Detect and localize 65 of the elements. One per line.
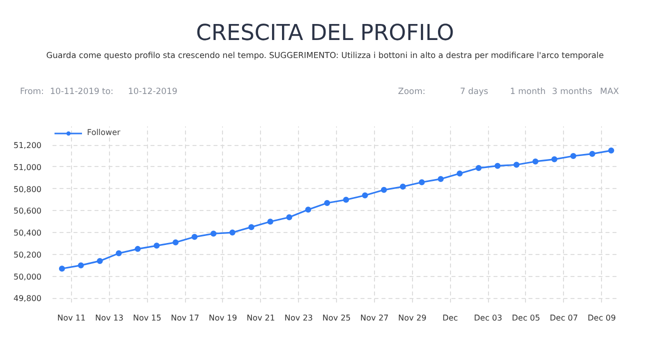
x-tick-label: Dec 03	[474, 314, 502, 322]
x-tick-label: Nov 25	[322, 314, 351, 322]
x-tick-label: Dec 07	[550, 314, 578, 322]
y-tick-label: 51,000	[14, 162, 42, 172]
chart-title: CRESCITA DEL PROFILO	[194, 20, 456, 48]
point	[172, 239, 179, 246]
x-tick-label: Dec	[442, 314, 458, 322]
point	[532, 158, 538, 164]
point	[438, 176, 444, 182]
point	[286, 214, 292, 220]
point	[400, 184, 406, 190]
x-tick-label: Dec 05	[512, 314, 540, 322]
text: 1 month	[510, 86, 546, 98]
y-tick-label: 50,600	[14, 206, 42, 216]
point	[380, 186, 387, 193]
point	[96, 258, 103, 264]
text: 10-12-2019	[128, 86, 178, 98]
point	[229, 230, 236, 236]
point	[324, 200, 330, 206]
y-tick-label: 50,400	[14, 228, 42, 238]
point	[192, 234, 198, 240]
point	[134, 246, 141, 252]
point	[267, 218, 274, 225]
y-tick-label: 51,200	[14, 141, 42, 150]
point	[248, 224, 254, 230]
point	[418, 179, 425, 186]
point	[476, 165, 482, 172]
point	[58, 266, 65, 272]
x-tick-label: Nov 19	[208, 314, 238, 322]
chart-subtitle: Guarda come questo profilo sta crescendo nel tempo. SUGGERIMENTO: Utilizza i bottoni in alto a destra per modificare l'arco temporale	[45, 50, 605, 62]
legend-label: Follower	[87, 128, 120, 137]
point	[116, 250, 122, 256]
point	[78, 262, 84, 268]
text: From:	[20, 86, 44, 98]
x-tick-label: Nov 29	[398, 314, 427, 322]
x-tick-label: Nov 13	[95, 314, 124, 322]
point	[551, 156, 558, 162]
x-tick-label: Nov 17	[170, 314, 200, 322]
point	[570, 153, 576, 160]
point	[513, 162, 520, 168]
point	[343, 196, 350, 203]
point	[589, 150, 596, 157]
text: 3 months	[552, 86, 592, 98]
point	[362, 192, 368, 198]
point	[154, 242, 160, 249]
x-tick-label: Nov 23	[284, 314, 313, 322]
x-tick-label: Nov 27	[360, 314, 389, 322]
y-tick-label: 50,200	[14, 250, 42, 260]
text: MAX	[600, 86, 619, 98]
point	[210, 230, 216, 237]
x-tick-label: Nov 15	[133, 314, 162, 322]
x-tick-label: Dec 09	[588, 314, 616, 322]
point	[456, 170, 463, 176]
text: 10-11-2019	[50, 86, 100, 98]
x-tick-label: Nov 11	[57, 314, 86, 322]
point	[494, 162, 501, 169]
point	[305, 206, 312, 213]
y-tick-label: 50,800	[14, 184, 42, 194]
point	[608, 148, 614, 154]
text: 7 days	[460, 86, 488, 98]
y-tick-label: 49,800	[14, 294, 42, 304]
text: to:	[102, 86, 114, 98]
y-tick-label: 50,000	[14, 272, 42, 282]
x-tick-label: Nov 21	[246, 314, 275, 322]
text: Zoom:	[398, 86, 426, 98]
